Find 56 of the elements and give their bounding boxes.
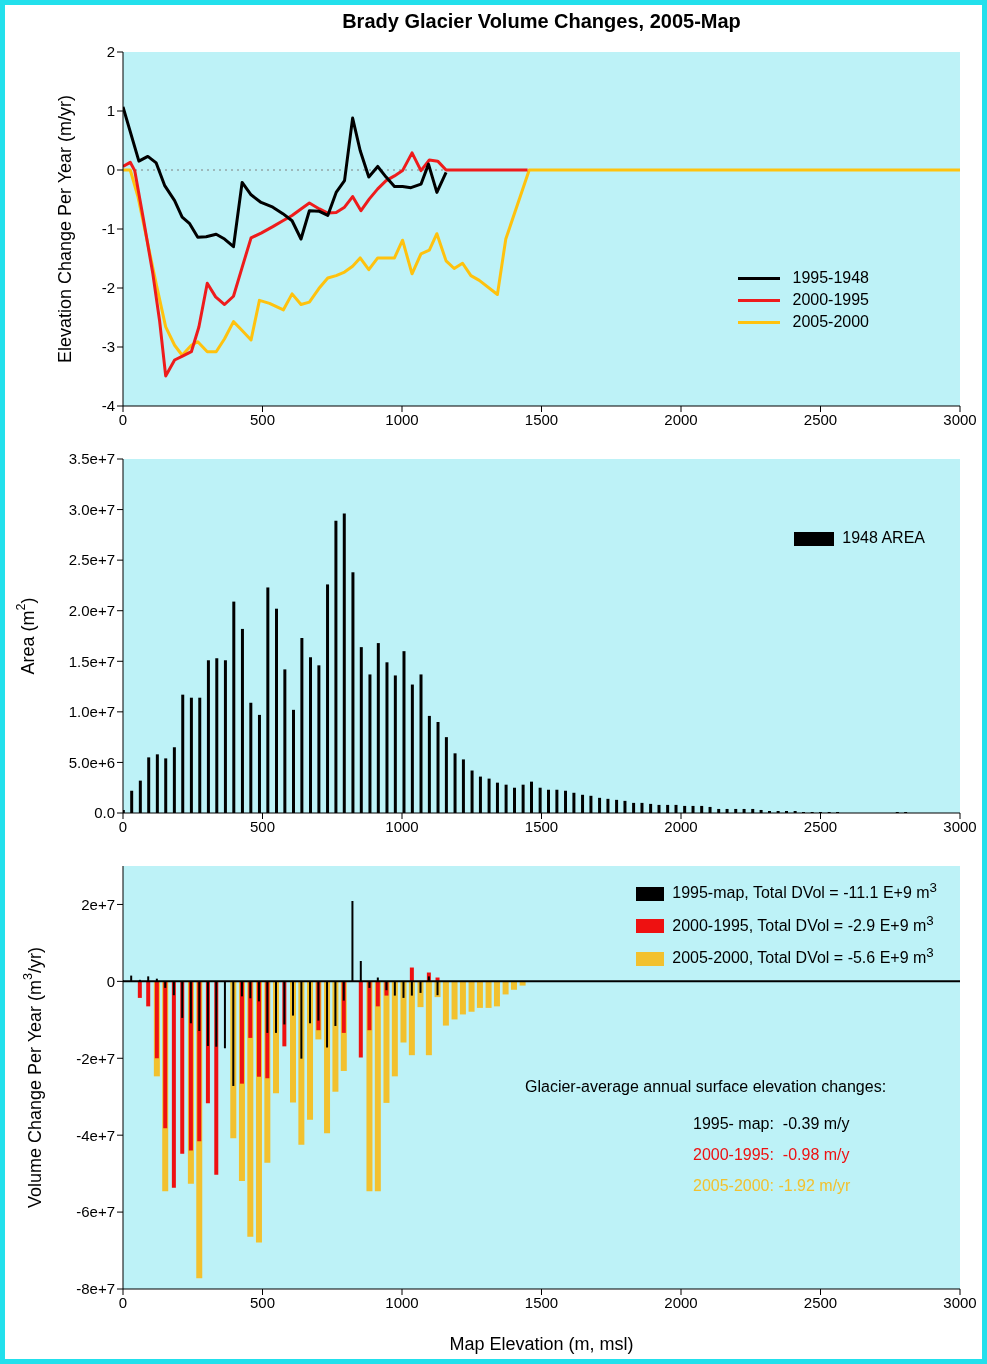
y-tick-label: -4e+7: [76, 1126, 115, 1144]
x-tick-label: 2000: [664, 410, 698, 428]
legend-label: 2005-2000, Total DVol = -5.6 E+9 m$^{3}$: [672, 944, 934, 966]
y-tick-label: -2e+7: [76, 1049, 115, 1067]
y-axis-title: Elevation Change Per Year (m/yr): [55, 94, 75, 364]
legend-label: 2000-1995, Total DVol = -2.9 E+9 m$^{3}$: [672, 912, 934, 934]
y-tick-label: -1: [101, 220, 115, 238]
x-tick-label: 1500: [524, 817, 559, 835]
legend-label: 1995-1948: [792, 269, 869, 286]
annotation: 2000-1995: -0.98 m/y: [693, 1145, 851, 1165]
legend-label: 1948 AREA: [842, 529, 925, 546]
y-tick-label: 0.0: [94, 804, 115, 822]
legend-label: 2000-1995: [792, 291, 869, 308]
y-tick-label: -8e+7: [76, 1280, 115, 1298]
annotation: 1995- map: -0.39 m/y: [693, 1114, 851, 1134]
x-tick-label: 3000: [943, 410, 977, 428]
y-tick-label: 2: [106, 43, 115, 61]
y-tick-label: 1.5e+7: [68, 652, 115, 670]
x-tick-label: 2500: [803, 410, 838, 428]
x-tick-label: 2000: [664, 1293, 698, 1311]
x-tick-label: 0: [118, 410, 128, 428]
x-tick-label: 1000: [385, 817, 419, 835]
y-tick-label: 2.0e+7: [68, 602, 115, 620]
x-tick-label: 2500: [803, 1293, 838, 1311]
y-tick-label: -2: [101, 279, 115, 297]
x-tick-label: 500: [249, 1293, 276, 1311]
y-tick-label: 1.0e+7: [68, 703, 115, 721]
y-tick-label: -4: [101, 397, 115, 415]
legend-label: 2005-2000: [792, 313, 869, 330]
y-tick-label: -6e+7: [76, 1203, 115, 1221]
x-tick-label: 2500: [803, 817, 838, 835]
y-tick-label: 0: [106, 972, 115, 990]
y-tick-label: 3.0e+7: [68, 500, 115, 518]
x-tick-label: 500: [249, 817, 276, 835]
y-tick-label: 2.5e+7: [68, 551, 115, 569]
x-tick-label: 1500: [524, 1293, 559, 1311]
x-tick-label: 0: [118, 817, 128, 835]
annotation: 2005-2000: -1.92 m/yr: [693, 1176, 852, 1196]
y-tick-label: 0: [106, 161, 115, 179]
y-tick-label: 1: [106, 102, 115, 120]
x-tick-label: 3000: [943, 1293, 977, 1311]
y-tick-label: -3: [101, 338, 115, 356]
x-tick-label: 0: [118, 1293, 128, 1311]
x-axis-title: Map Elevation (m, msl): [449, 1334, 634, 1354]
x-tick-label: 1500: [524, 410, 559, 428]
x-tick-label: 3000: [943, 817, 977, 835]
annotation: Glacier-average annual surface elevation changes:: [525, 1077, 887, 1097]
y-tick-label: 5.0e+6: [68, 753, 115, 771]
x-tick-label: 500: [249, 410, 276, 428]
y-tick-label: 3.5e+7: [68, 450, 115, 468]
y-tick-label: 2e+7: [81, 895, 115, 913]
x-tick-label: 1000: [385, 1293, 419, 1311]
chart-title: Brady Glacier Volume Changes, 2005-Map: [341, 10, 742, 33]
x-tick-label: 1000: [385, 410, 419, 428]
legend-label: 1995-map, Total DVol = -11.1 E+9 m$^{3}$: [672, 880, 937, 902]
x-tick-label: 2000: [664, 817, 698, 835]
